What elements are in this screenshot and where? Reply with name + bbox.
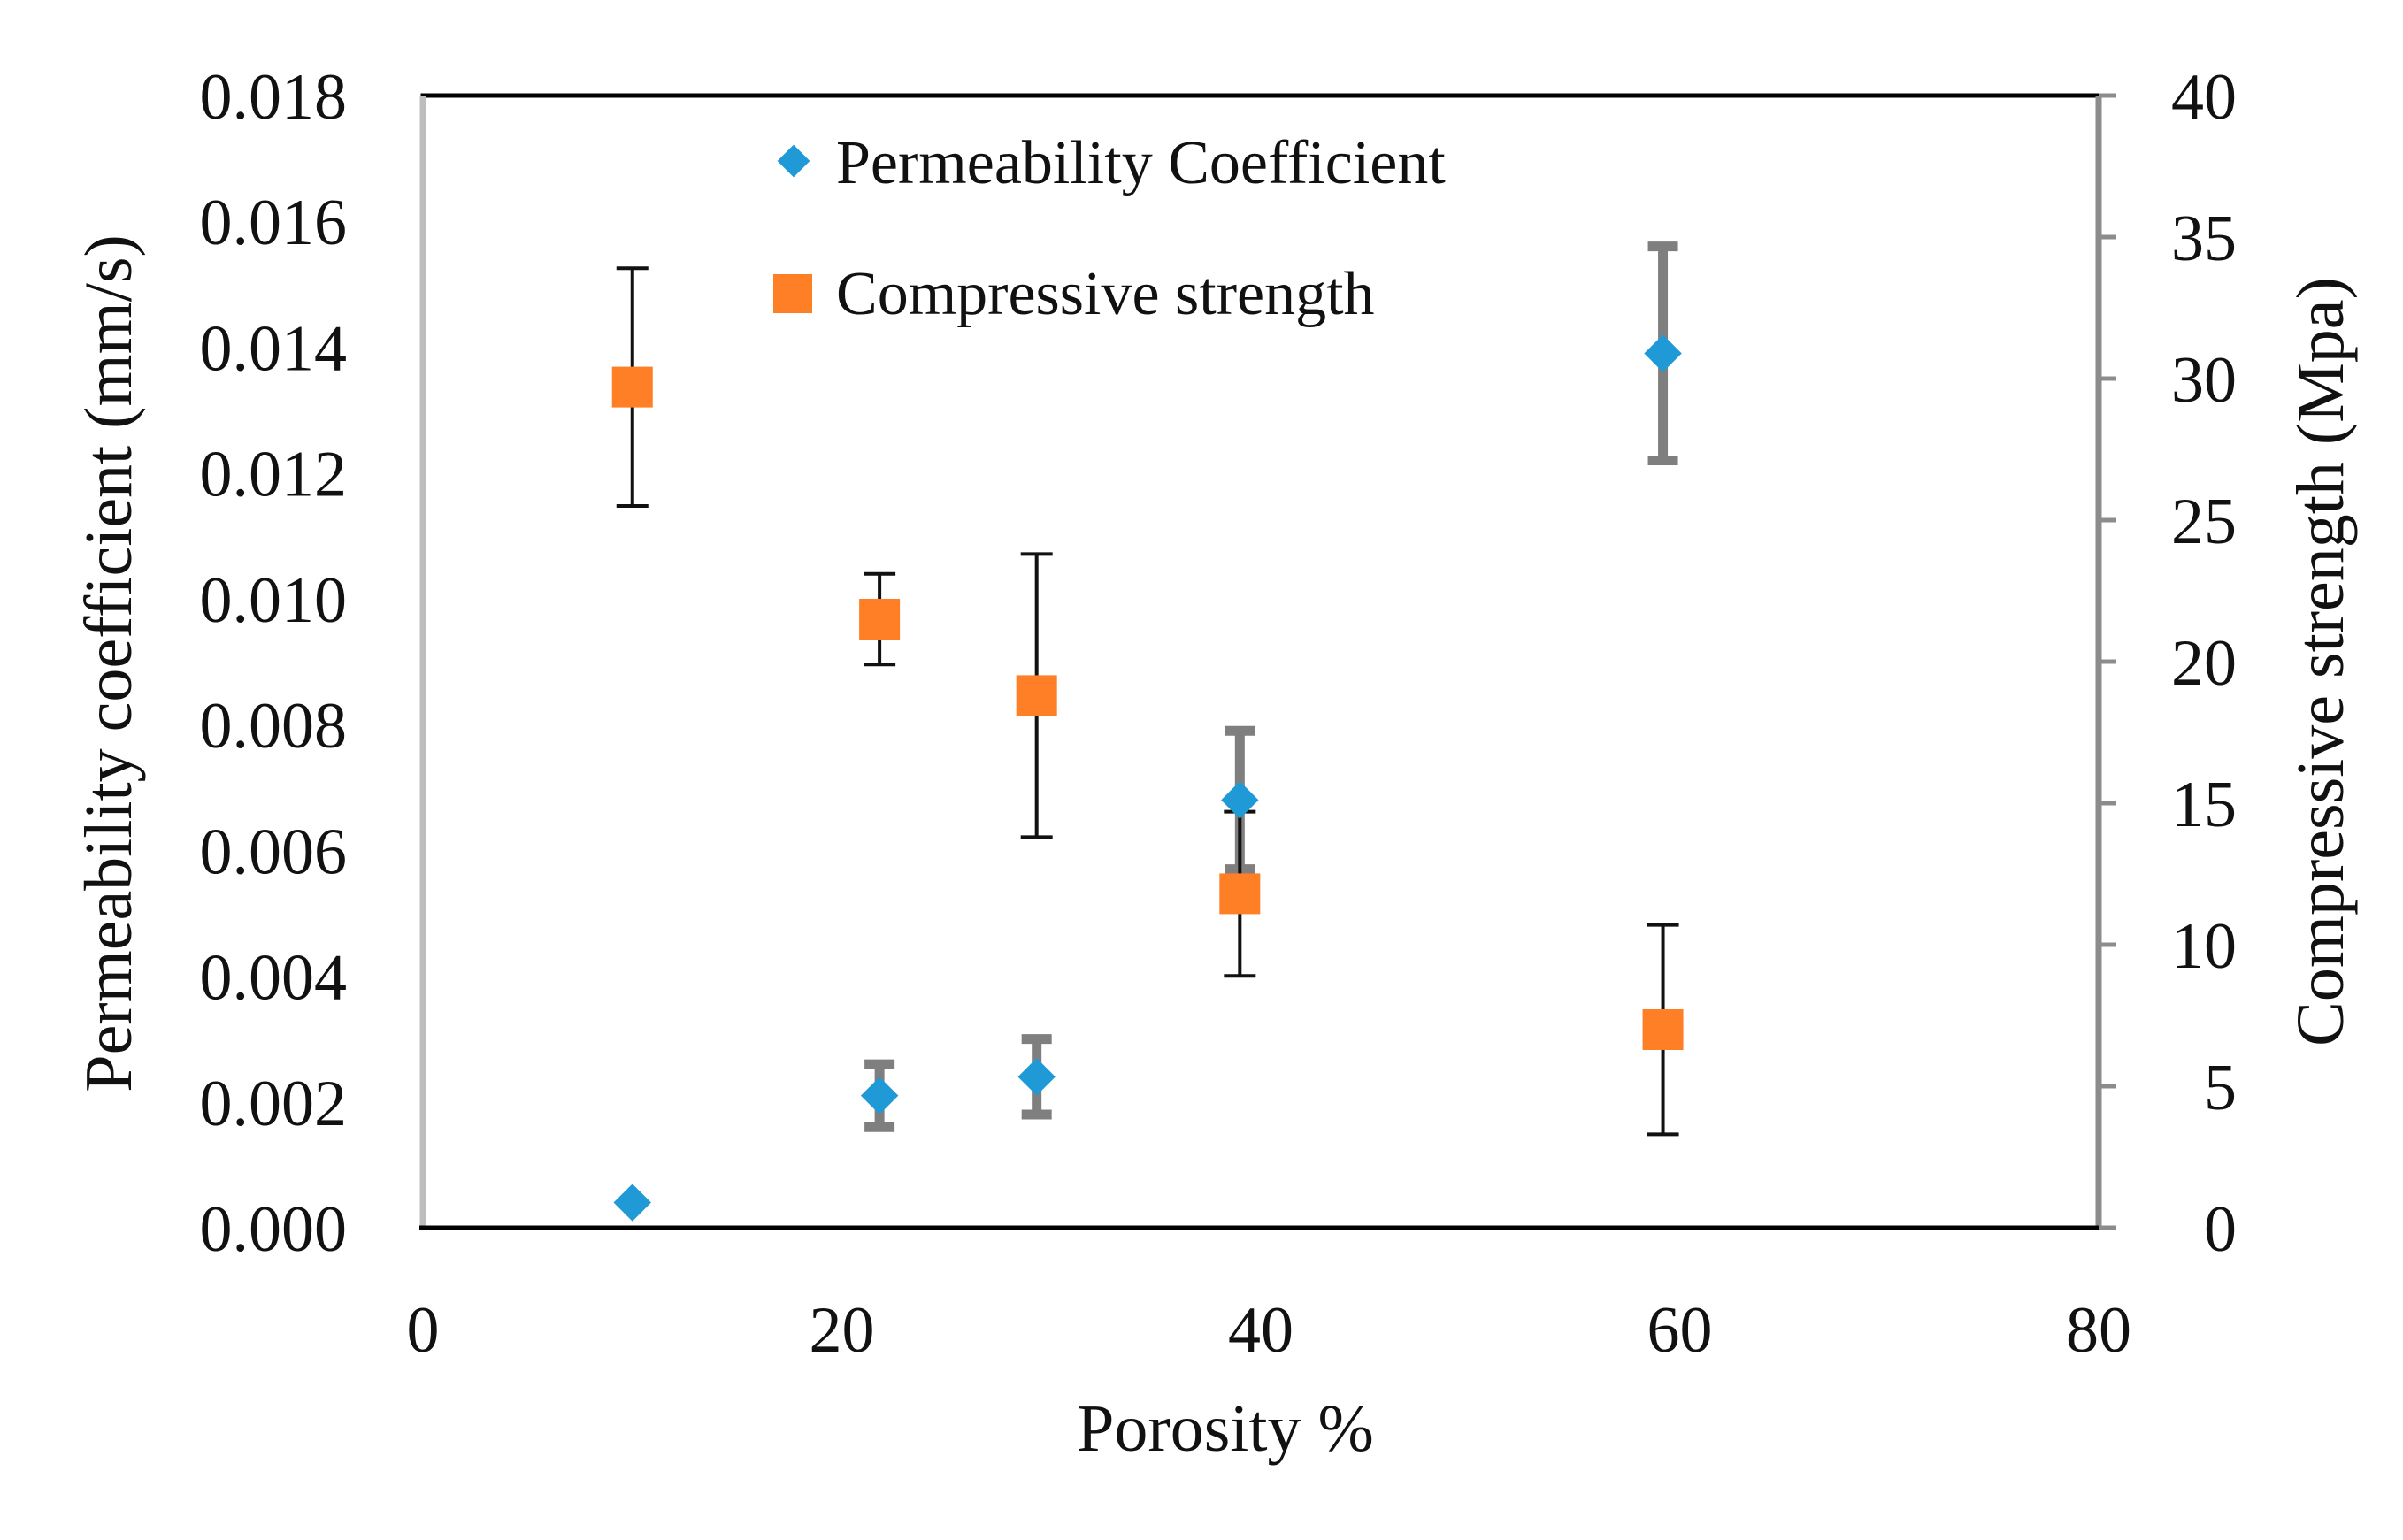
legend-marker-compressive xyxy=(773,274,812,313)
legend-marker-permeability xyxy=(777,144,810,178)
permeability-point xyxy=(860,1076,899,1115)
y-left-tick-label: 0.006 xyxy=(200,816,348,888)
y-right-tick-label: 30 xyxy=(2171,344,2237,417)
y-right-tick-label: 35 xyxy=(2171,203,2237,275)
y-right-tick-label: 0 xyxy=(2204,1193,2237,1266)
permeability-point xyxy=(1221,781,1259,819)
y-right-tick-label: 5 xyxy=(2204,1052,2237,1124)
compressive-strength-point xyxy=(1219,873,1261,915)
y-left-tick-label: 0.016 xyxy=(200,187,348,259)
y-right-tick-label: 40 xyxy=(2171,61,2237,134)
permeability-point xyxy=(1017,1058,1056,1096)
compressive-strength-point xyxy=(1642,1009,1684,1050)
permeability-point xyxy=(613,1184,651,1222)
x-tick-label: 80 xyxy=(2066,1294,2131,1367)
y-left-tick-label: 0.004 xyxy=(200,942,348,1015)
y-left-tick-label: 0.000 xyxy=(200,1193,348,1266)
y-left-tick-label: 0.010 xyxy=(200,564,348,637)
y-left-tick-label: 0.008 xyxy=(200,690,348,762)
y-right-tick-label: 15 xyxy=(2171,769,2237,841)
legend-label-permeability: Permeability Coefficient xyxy=(836,129,1446,197)
compressive-strength-point xyxy=(1016,675,1057,716)
y-right-tick-label: 10 xyxy=(2171,910,2237,983)
x-tick-label: 40 xyxy=(1228,1294,1294,1367)
y-left-tick-label: 0.002 xyxy=(200,1068,348,1140)
y-left-tick-label: 0.014 xyxy=(200,312,348,385)
x-axis-title: Porosity % xyxy=(1077,1391,1374,1466)
legend: Permeability Coefficient Compressive str… xyxy=(773,129,1446,328)
compressive-strength-point xyxy=(611,366,653,408)
compressive-strength-point xyxy=(859,599,901,640)
permeability-point xyxy=(1644,334,1682,372)
right-y-axis-title: Compressive strength (Mpa) xyxy=(2284,277,2358,1046)
markers-layer xyxy=(611,334,1684,1222)
y-left-tick-label: 0.018 xyxy=(200,61,348,134)
x-tick-label: 60 xyxy=(1647,1294,1713,1367)
y-right-tick-label: 25 xyxy=(2171,486,2237,558)
left-y-axis-title: Permeability coefficient (mm/s) xyxy=(72,234,146,1092)
y-right-tick-label: 20 xyxy=(2171,627,2237,700)
x-tick-label: 20 xyxy=(810,1294,875,1367)
legend-label-compressive: Compressive strength xyxy=(836,260,1375,328)
x-tick-label: 0 xyxy=(407,1294,440,1367)
error-bars-layer xyxy=(616,241,1679,1137)
y-left-tick-label: 0.012 xyxy=(200,439,348,511)
ticks-layer: 0 20 40 60 80 0.000 0.002 0.004 0.006 0.008 0.010 0… xyxy=(200,61,2238,1367)
